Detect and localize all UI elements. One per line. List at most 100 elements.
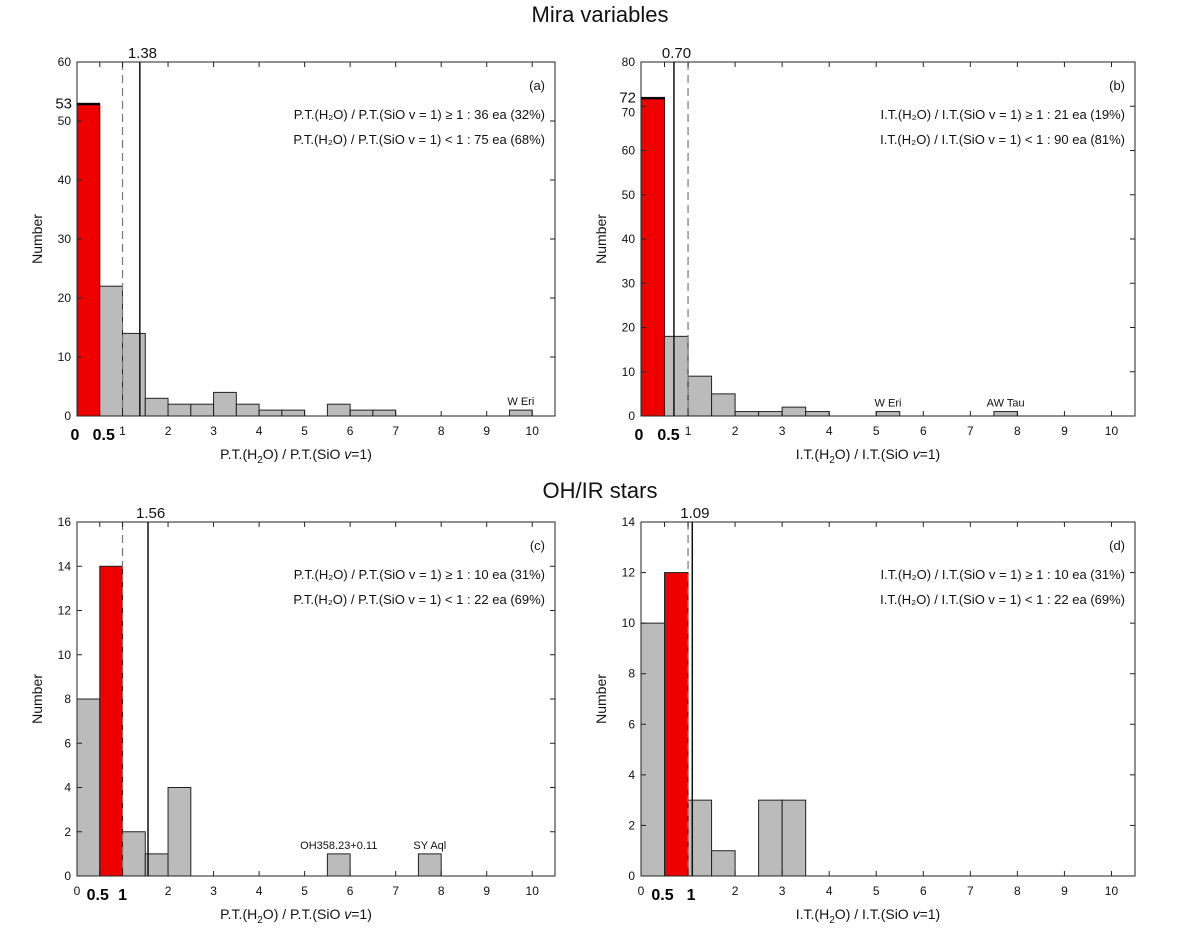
mean-value-label-c: 1.56	[136, 505, 165, 522]
x-tick-label-d: 9	[1061, 884, 1068, 898]
histogram-bar-a	[508, 409, 533, 417]
x-axis-label-b: I.T.(H2O) / I.T.(SiO v=1)	[796, 446, 940, 466]
x-tick-label-c: 2	[165, 884, 172, 898]
x-tick-label-c: 6	[347, 884, 354, 898]
y-tick-label-b: 10	[622, 365, 636, 379]
y-tick-label-c: 4	[64, 781, 71, 795]
histogram-bar-b	[711, 393, 736, 417]
x-tick-label-c: 3	[210, 884, 217, 898]
x-tick-label-d: 10	[1105, 884, 1119, 898]
mira-section-title: Mira variables	[531, 2, 669, 27]
x-tick-label-a: 7	[392, 424, 399, 438]
y-tick-label-a: 40	[58, 173, 72, 187]
histogram-bar-b	[758, 411, 783, 417]
y-tick-label-d: 2	[628, 818, 635, 832]
peak-value-label-b: 72	[619, 89, 636, 106]
bar-label-c: OH358.23+0.11	[300, 840, 377, 852]
x-tick-label-b: 10	[1105, 424, 1119, 438]
panel-letter-b: (b)	[1109, 78, 1125, 93]
y-tick-label-d: 4	[628, 768, 635, 782]
histogram-bar-b	[993, 411, 1018, 417]
y-tick-label-c: 14	[58, 559, 72, 573]
histogram-bar-a	[144, 397, 169, 417]
histogram-bar-a	[349, 409, 374, 417]
y-tick-label-c: 6	[64, 736, 71, 750]
x-tick-label-d: 0	[638, 884, 645, 898]
x-tick-label-d: 8	[1014, 884, 1021, 898]
stats-annotation-b: I.T.(H₂O) / I.T.(SiO v = 1) ≥ 1 : 21 ea …	[881, 107, 1125, 122]
y-axis-label-a: Number	[29, 214, 45, 264]
y-tick-label-b: 20	[622, 321, 636, 335]
y-tick-label-d: 0	[628, 869, 635, 883]
histogram-bar-d	[664, 572, 689, 877]
stats-annotation-a: P.T.(H₂O) / P.T.(SiO v = 1) ≥ 1 : 36 ea …	[294, 107, 545, 122]
x-axis-label-a: P.T.(H2O) / P.T.(SiO v=1)	[220, 446, 372, 466]
x-tick-label-a: 8	[438, 424, 445, 438]
y-tick-label-a: 0	[64, 409, 71, 423]
stats-annotation-d: I.T.(H₂O) / I.T.(SiO v = 1) < 1 : 22 ea …	[880, 592, 1125, 607]
y-tick-label-b: 50	[622, 188, 636, 202]
x-tick-label-b: 0.5	[657, 427, 679, 444]
x-tick-label-d: 6	[920, 884, 927, 898]
x-tick-label-a: 3	[210, 424, 217, 438]
bar-label-c: SY Aql	[413, 840, 446, 852]
histogram-bar-c	[167, 787, 192, 877]
x-tick-label-b: 8	[1014, 424, 1021, 438]
histogram-bar-c	[122, 831, 146, 877]
x-tick-label-a: 9	[483, 424, 490, 438]
histogram-bar-a	[167, 403, 192, 417]
peak-value-label-a: 53	[55, 95, 72, 112]
y-tick-label-a: 60	[58, 55, 72, 69]
x-tick-label-d: 5	[873, 884, 880, 898]
stats-annotation-c: P.T.(H₂O) / P.T.(SiO v = 1) < 1 : 22 ea …	[293, 592, 545, 607]
mean-value-label-d: 1.09	[680, 505, 709, 522]
x-tick-label-d: 1	[687, 887, 696, 904]
histogram-bar-d	[758, 799, 783, 877]
panel-letter-d: (d)	[1109, 538, 1125, 553]
x-tick-label-d: 2	[732, 884, 739, 898]
histogram-bar-a	[372, 409, 397, 417]
panel-letter-a: (a)	[529, 78, 545, 93]
x-tick-label-c: 9	[483, 884, 490, 898]
x-tick-label-a: 0.5	[93, 427, 115, 444]
y-tick-label-a: 30	[58, 232, 72, 246]
histogram-bar-b	[781, 406, 807, 417]
histogram-bar-b	[640, 96, 666, 417]
histogram-bar-b	[734, 411, 760, 417]
bar-label-b: W Eri	[875, 398, 902, 410]
x-tick-label-a: 6	[347, 424, 354, 438]
x-tick-label-c: 8	[438, 884, 445, 898]
y-tick-label-a: 20	[58, 291, 72, 305]
x-tick-label-b: 2	[732, 424, 739, 438]
histogram-bar-a	[99, 285, 124, 417]
y-tick-label-c: 2	[64, 825, 71, 839]
histogram-bar-b	[875, 411, 901, 417]
x-tick-label-d: 0.5	[651, 887, 673, 904]
x-tick-label-c: 4	[256, 884, 263, 898]
y-tick-label-d: 6	[628, 717, 635, 731]
histogram-bar-b	[805, 411, 830, 417]
bar-label-b: AW Tau	[987, 398, 1025, 410]
y-axis-label-d: Number	[593, 674, 609, 724]
stats-annotation-d: I.T.(H₂O) / I.T.(SiO v = 1) ≥ 1 : 10 ea …	[881, 567, 1125, 582]
histogram-bar-b	[687, 375, 713, 417]
panel-letter-c: (c)	[530, 538, 545, 553]
stats-annotation-a: P.T.(H₂O) / P.T.(SiO v = 1) < 1 : 75 ea …	[293, 132, 545, 147]
stats-annotation-c: P.T.(H₂O) / P.T.(SiO v = 1) ≥ 1 : 10 ea …	[294, 567, 545, 582]
y-tick-label-a: 50	[58, 114, 72, 128]
y-tick-label-c: 12	[58, 604, 72, 618]
x-tick-label-a: 4	[256, 424, 263, 438]
y-tick-label-d: 10	[622, 616, 636, 630]
x-tick-label-c: 1	[118, 887, 127, 904]
y-tick-label-c: 8	[64, 692, 71, 706]
histogram-bar-b	[664, 335, 689, 417]
x-tick-label-b: 7	[967, 424, 974, 438]
y-tick-label-a: 10	[58, 350, 72, 364]
y-tick-label-c: 10	[58, 648, 72, 662]
histogram-bar-a	[190, 403, 215, 417]
y-tick-label-d: 8	[628, 667, 635, 681]
y-tick-label-d: 14	[622, 515, 636, 529]
y-axis-label-b: Number	[593, 214, 609, 264]
x-tick-label-d: 3	[779, 884, 786, 898]
